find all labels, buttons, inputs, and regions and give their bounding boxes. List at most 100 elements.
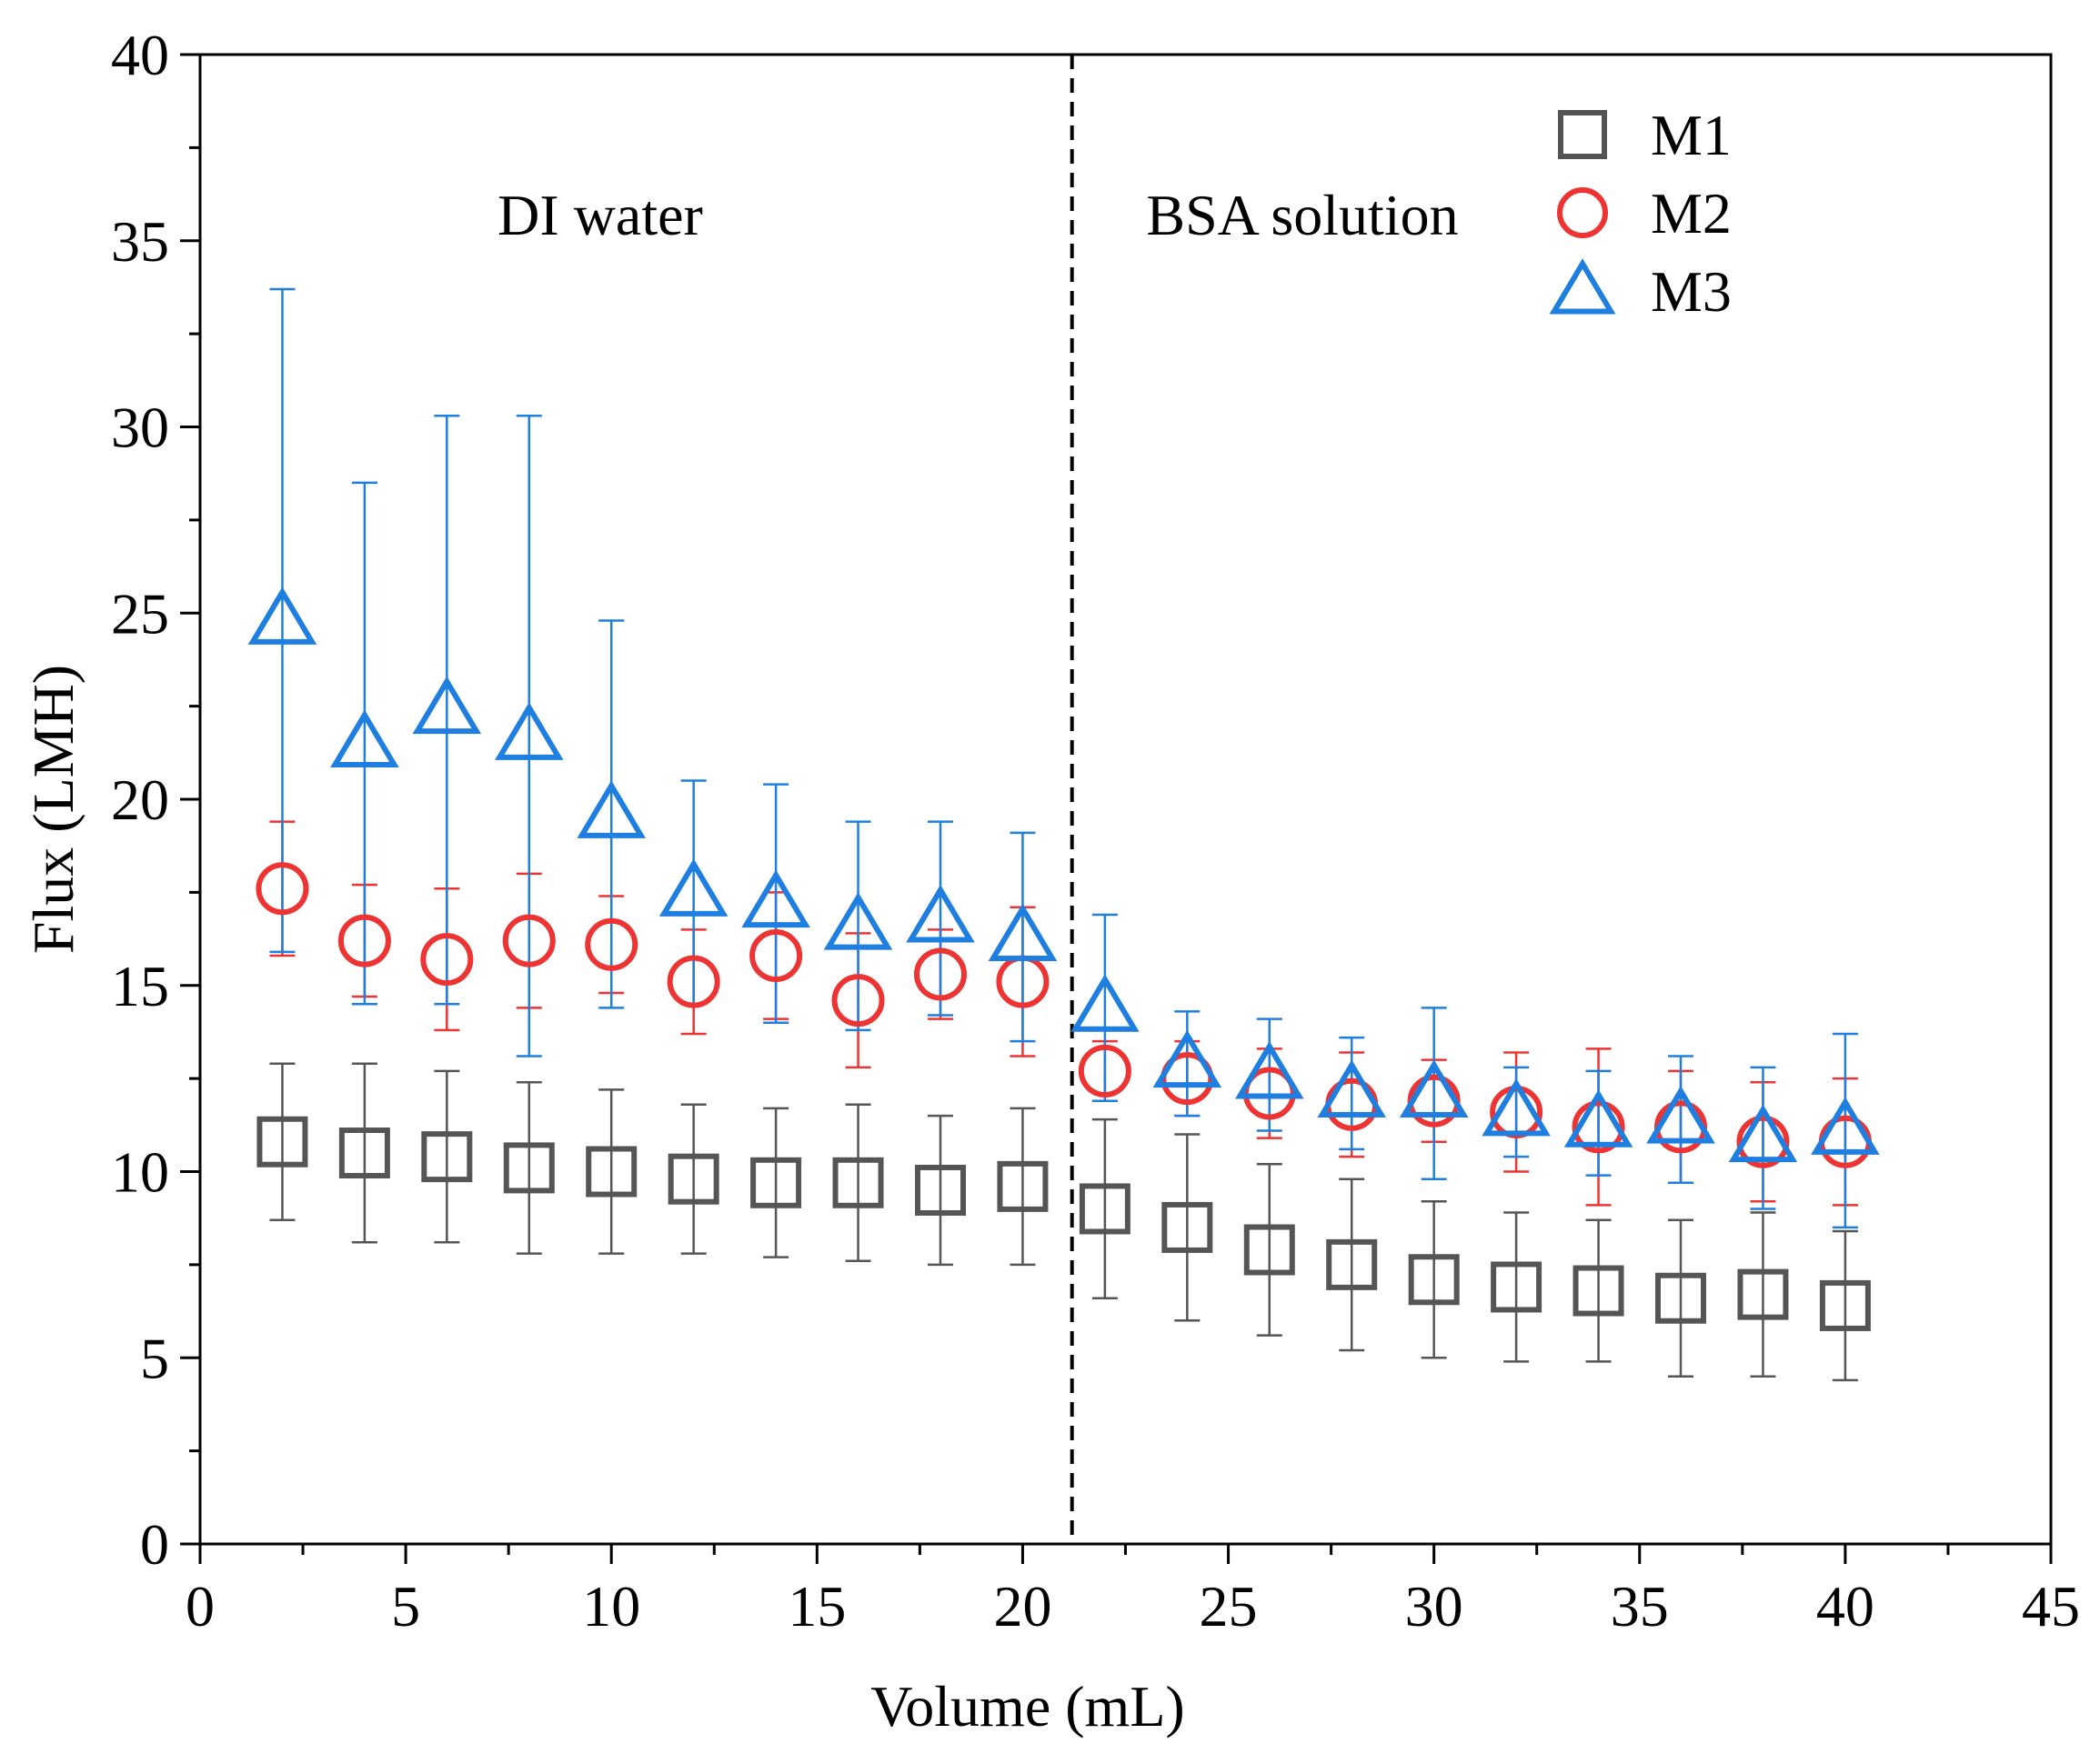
data-point-m2 xyxy=(667,955,720,1008)
plot-area xyxy=(247,55,1880,1544)
error-bar xyxy=(516,414,542,1057)
error-bar xyxy=(1174,1010,1201,1118)
data-point-m3 xyxy=(906,884,975,943)
data-point-m3 xyxy=(1482,1077,1551,1137)
data-point-m3 xyxy=(495,702,564,760)
data-point-m3 xyxy=(741,869,810,928)
data-point-m3 xyxy=(1646,1086,1715,1144)
x-tick-label: 0 xyxy=(186,1574,215,1639)
plot-frame xyxy=(198,53,2053,1546)
error-bar xyxy=(598,1088,625,1255)
data-point-m1 xyxy=(1737,1268,1789,1320)
error-bar xyxy=(351,481,377,1006)
error-bar xyxy=(1339,1036,1365,1151)
data-point-m1 xyxy=(1326,1238,1378,1290)
data-point-m1 xyxy=(1572,1265,1624,1317)
x-tick-label: 10 xyxy=(582,1574,640,1639)
error-bar xyxy=(1010,831,1036,1043)
legend-item-m2: M2 xyxy=(1557,181,1732,246)
y-tick-label: 5 xyxy=(140,1326,169,1390)
error-bar xyxy=(1832,1229,1858,1382)
y-tick-label: 35 xyxy=(111,209,169,274)
error-bar xyxy=(269,287,296,954)
data-point-m2 xyxy=(585,917,638,971)
data-point-m1 xyxy=(668,1153,719,1205)
error-bar xyxy=(434,414,460,1006)
annotation-di-water: DI water xyxy=(497,183,703,247)
x-tick-label: 25 xyxy=(1200,1574,1258,1639)
error-bar xyxy=(1339,1178,1365,1352)
error-bar xyxy=(1585,1069,1612,1177)
y-tick-label: 15 xyxy=(111,954,169,1018)
error-bar xyxy=(1750,1211,1776,1378)
data-point-m1 xyxy=(1655,1272,1706,1324)
data-point-m3 xyxy=(330,709,399,768)
error-bar xyxy=(1668,1055,1693,1185)
error-bar xyxy=(1010,1107,1036,1267)
legend-item-m3: M3 xyxy=(1549,258,1732,324)
error-bar xyxy=(1750,1066,1776,1210)
data-point-m2 xyxy=(749,928,803,982)
data-point-m3 xyxy=(658,858,728,917)
error-bar xyxy=(680,779,707,1006)
data-point-m1 xyxy=(1491,1261,1542,1313)
data-point-m2 xyxy=(1736,1115,1790,1168)
error-bar xyxy=(1256,1017,1282,1132)
series-m1 xyxy=(269,1062,1858,1382)
markers-m1 xyxy=(256,1116,1871,1331)
error-bar xyxy=(1585,1218,1612,1363)
x-tick-label: 40 xyxy=(1816,1574,1874,1639)
legend-label-m2: M2 xyxy=(1651,181,1732,246)
data-point-m3 xyxy=(412,676,482,735)
y-axis-title: Flux (LMH) xyxy=(21,665,85,954)
error-bar xyxy=(1091,913,1118,1102)
data-point-m2 xyxy=(1078,1044,1131,1097)
data-point-m2 xyxy=(420,933,474,987)
error-bar xyxy=(1421,1007,1447,1180)
data-point-m3 xyxy=(988,903,1058,961)
x-tick-label: 45 xyxy=(2022,1574,2080,1639)
y-tick-label: 20 xyxy=(111,767,169,832)
data-point-m2 xyxy=(337,914,391,967)
error-bar xyxy=(1256,1163,1282,1337)
data-point-m2 xyxy=(502,914,556,967)
data-point-m3 xyxy=(823,892,893,950)
y-tick-label: 30 xyxy=(111,396,169,460)
legend-item-m1: M1 xyxy=(1558,103,1732,167)
x-tick-label: 5 xyxy=(391,1574,420,1639)
error-bar xyxy=(1421,1200,1447,1359)
data-point-m3 xyxy=(1317,1059,1386,1118)
data-point-m1 xyxy=(1408,1254,1460,1306)
markers-m3 xyxy=(247,586,1880,1163)
x-tick-label: 30 xyxy=(1405,1574,1463,1639)
error-bar xyxy=(1832,1032,1858,1229)
error-bar xyxy=(928,820,953,1017)
legend-label-m3: M3 xyxy=(1651,259,1732,324)
data-point-m1 xyxy=(915,1164,966,1216)
y-tick-label: 10 xyxy=(111,1140,169,1205)
series-m3 xyxy=(269,287,1858,1229)
data-point-m3 xyxy=(1070,974,1140,1032)
data-point-m3 xyxy=(247,586,317,645)
error-bar xyxy=(1091,1118,1118,1299)
data-point-m2 xyxy=(831,974,885,1027)
legend-label-m1: M1 xyxy=(1651,103,1732,167)
error-bar xyxy=(1503,1211,1530,1363)
error-bar xyxy=(598,619,625,1009)
data-point-m1 xyxy=(1161,1201,1213,1253)
data-point-m1 xyxy=(997,1160,1049,1212)
data-point-m1 xyxy=(503,1142,555,1194)
error-bar xyxy=(351,1062,377,1244)
legend: M1 M2 M3 xyxy=(1549,103,1732,324)
error-bar xyxy=(516,1080,542,1255)
x-axis-title: Volume (mL) xyxy=(870,1674,1184,1739)
data-point-m1 xyxy=(338,1128,390,1179)
x-tick-label: 20 xyxy=(993,1574,1051,1639)
y-tick-label: 0 xyxy=(140,1512,169,1577)
data-point-m1 xyxy=(256,1116,308,1168)
error-bar xyxy=(1174,1133,1201,1322)
error-bar xyxy=(928,1114,953,1267)
data-point-m2 xyxy=(914,947,967,1001)
data-point-m1 xyxy=(1819,1279,1871,1331)
